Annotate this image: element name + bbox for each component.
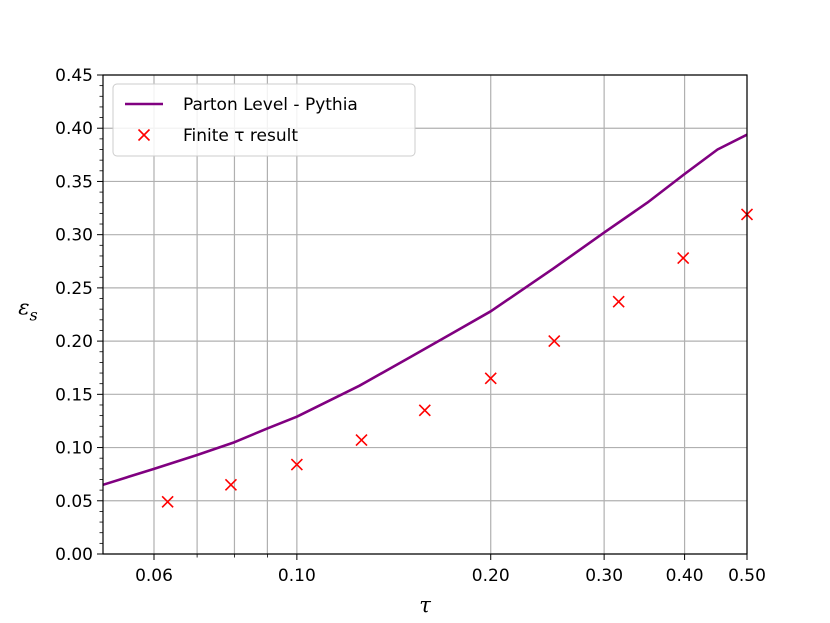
axis-labels: τ εs (18, 296, 431, 618)
plot-border (102, 74, 748, 555)
plot-frame (102, 74, 748, 555)
y-axis-label: εs (18, 296, 38, 325)
legend-label: Finite τ result (183, 126, 298, 146)
legend-label: Parton Level - Pythia (183, 95, 358, 115)
y-tick-label: 0.05 (55, 492, 93, 512)
series-layer (103, 133, 754, 508)
y-tick-label: 0.45 (55, 66, 93, 86)
x-tick-label: 0.10 (278, 566, 316, 586)
legend: Parton Level - Pythia Finite τ result (112, 83, 416, 157)
y-tick-label: 0.10 (55, 439, 93, 459)
y-tick-label: 0.40 (55, 119, 93, 139)
data-point-finite-tau (355, 434, 368, 447)
legend-item: Parton Level - Pythia (125, 95, 358, 115)
legend-box (112, 83, 416, 157)
y-axis-label-main: ε (18, 296, 29, 320)
x-tick-label: 0.06 (135, 566, 173, 586)
data-point-finite-tau (677, 252, 690, 265)
data-point-finite-tau (418, 404, 431, 417)
data-point-finite-tau (548, 335, 561, 348)
data-point-finite-tau (612, 295, 625, 308)
legend-marker-swatch (137, 128, 151, 142)
data-point-finite-tau (484, 372, 497, 385)
ticks: 0.00 0.05 0.10 0.15 0.20 0.25 0.30 0.35 0.40 0.45… (55, 66, 766, 586)
x-axis-label: τ (419, 593, 431, 617)
data-point-finite-tau (161, 495, 174, 508)
x-tick-label: 0.40 (666, 566, 704, 586)
y-tick-label: 0.00 (55, 545, 93, 565)
x-tick-label: 0.50 (728, 566, 766, 586)
series-line-parton-level (103, 133, 747, 487)
y-tick-label: 0.20 (55, 332, 93, 352)
y-tick-label: 0.25 (55, 279, 93, 299)
x-tick-label: 0.20 (472, 566, 510, 586)
x-tick-label: 0.30 (585, 566, 623, 586)
y-tick-label: 0.35 (55, 172, 93, 192)
y-tick-label: 0.15 (55, 385, 93, 405)
y-tick-label: 0.30 (55, 226, 93, 246)
data-point-finite-tau (224, 478, 238, 491)
data-point-finite-tau (290, 458, 303, 471)
legend-item: Finite τ result (137, 126, 298, 146)
y-axis-label-subscript: s (30, 306, 38, 325)
